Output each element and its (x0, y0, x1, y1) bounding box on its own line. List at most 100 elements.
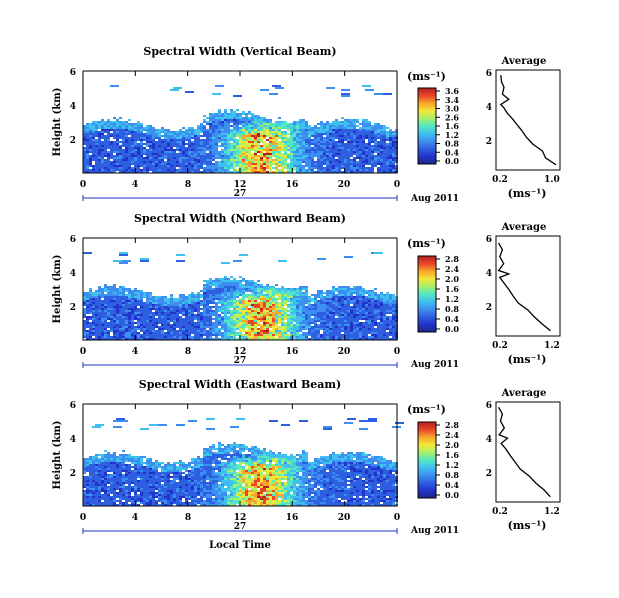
heatmap-cell (335, 290, 338, 292)
heatmap-cell (224, 334, 227, 336)
heatmap-cell (179, 137, 182, 139)
heatmap-cell (335, 334, 338, 336)
heatmap-cell (116, 322, 119, 324)
heatmap-cell (275, 139, 278, 141)
heatmap-cell (137, 332, 140, 334)
heatmap-cell (308, 310, 311, 312)
heatmap-cell (188, 328, 191, 330)
heatmap-cell (152, 167, 155, 169)
heatmap-cell (368, 171, 371, 173)
heatmap-cell (140, 316, 143, 318)
heatmap-cell (215, 308, 218, 310)
heatmap-cell (203, 314, 206, 316)
heatmap-cell (104, 298, 107, 300)
heatmap-cell (326, 334, 329, 336)
heatmap-cell (167, 334, 170, 336)
heatmap-cell (86, 302, 89, 304)
heatmap-cell (119, 294, 122, 296)
heatmap-cell (392, 133, 395, 135)
heatmap-cell (335, 155, 338, 157)
heatmap-cell (113, 167, 116, 169)
heatmap-cell (287, 328, 290, 330)
heatmap-cell (245, 133, 248, 135)
heatmap-cell (338, 145, 341, 147)
heatmap-cell (194, 161, 197, 163)
heatmap-cell (341, 89, 350, 91)
heatmap-cell (308, 308, 311, 310)
heatmap-cell (317, 330, 320, 332)
heatmap-cell (281, 328, 284, 330)
heatmap-cell (242, 306, 245, 308)
heatmap-cell (239, 310, 242, 312)
heatmap-cell (221, 157, 224, 159)
colorbar-tick-label: 2.6 (445, 112, 459, 122)
heatmap-cell (116, 137, 119, 139)
heatmap-cell (371, 141, 374, 143)
heatmap-cell (212, 324, 215, 326)
heatmap-cell (335, 121, 338, 123)
heatmap-cell (251, 302, 254, 304)
heatmap-cell (299, 306, 302, 308)
heatmap-cell (116, 310, 119, 312)
heatmap-cell (302, 119, 305, 121)
heatmap-cell (317, 167, 320, 169)
heatmap-cell (296, 330, 299, 332)
heatmap-cell (131, 143, 134, 145)
heatmap-cell (143, 135, 146, 137)
heatmap-cell (347, 296, 350, 298)
heatmap-cell (128, 137, 131, 139)
heatmap-cell (212, 153, 215, 155)
heatmap-cell (236, 153, 239, 155)
heatmap-cell (206, 302, 209, 304)
heatmap-cell (251, 288, 254, 290)
heatmap-cell (227, 141, 230, 143)
heatmap-cell (194, 149, 197, 151)
heatmap-cell (104, 153, 107, 155)
heatmap-cell (155, 141, 158, 143)
heatmap-cell (173, 131, 176, 133)
heatmap-cell (263, 131, 266, 133)
heatmap-cell (164, 169, 167, 171)
heatmap-cell (161, 157, 164, 159)
heatmap-cell (140, 155, 143, 157)
heatmap-cell (260, 316, 263, 318)
heatmap-cell (161, 161, 164, 163)
heatmap-cell (101, 338, 104, 340)
heatmap-cell (236, 308, 239, 310)
heatmap-cell (182, 306, 185, 308)
heatmap-cell (350, 324, 353, 326)
heatmap-cell (188, 161, 191, 163)
heatmap-cell (116, 131, 119, 133)
heatmap-cell (332, 324, 335, 326)
heatmap-cell (146, 137, 149, 139)
heatmap-cell (257, 135, 260, 137)
heatmap-cell (245, 302, 248, 304)
heatmap-cell (269, 151, 272, 153)
heatmap-cell (290, 316, 293, 318)
heatmap-cell (146, 330, 149, 332)
heatmap-cell (116, 328, 119, 330)
heatmap-cell (326, 294, 329, 296)
heatmap-cell (329, 149, 332, 151)
heatmap-cell (239, 282, 242, 284)
heatmap-cell (329, 127, 332, 129)
heatmap-cell (182, 314, 185, 316)
heatmap-cell (209, 314, 212, 316)
heatmap-cell (203, 167, 206, 169)
heatmap-cell (200, 296, 203, 298)
heatmap-cell (236, 129, 239, 131)
heatmap-cell (182, 328, 185, 330)
heatmap-cell (266, 123, 269, 125)
heatmap-cell (200, 328, 203, 330)
heatmap-cell (242, 111, 245, 113)
heatmap-cell (320, 308, 323, 310)
heatmap-cell (362, 171, 365, 173)
heatmap-cell (110, 330, 113, 332)
heatmap-cell (344, 332, 347, 334)
heatmap-cell (239, 115, 242, 117)
heatmap-cell (338, 334, 341, 336)
heatmap-cell (176, 165, 179, 167)
heatmap-cell (383, 149, 386, 151)
heatmap-cell (128, 304, 131, 306)
heatmap-cell (170, 324, 173, 326)
